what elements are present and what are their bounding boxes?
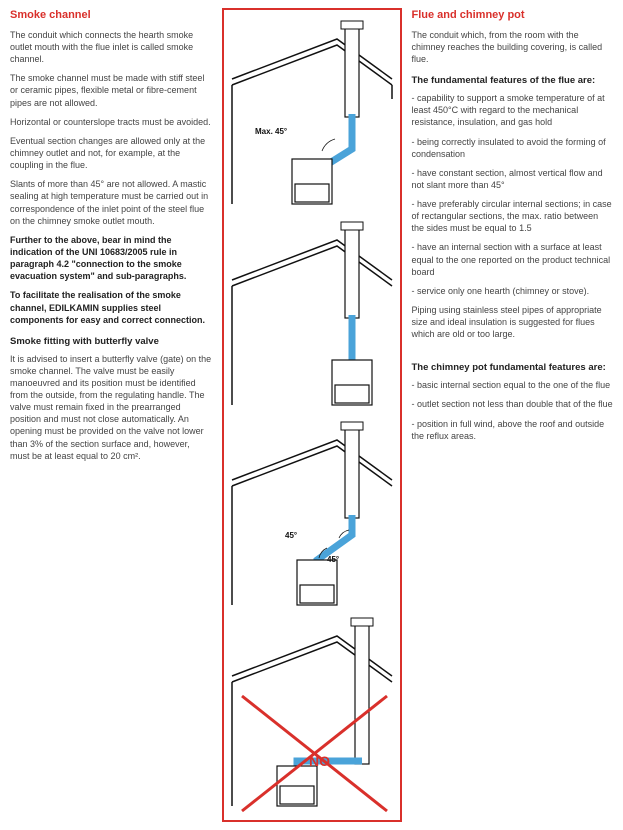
smoke-channel-p1: The conduit which connects the hearth sm…: [10, 29, 212, 65]
smoke-channel-title: Smoke channel: [10, 8, 212, 23]
diagram-2: [224, 215, 400, 416]
flue-f1: - capability to support a smoke temperat…: [412, 92, 614, 128]
flue-f4: - have preferably circular internal sect…: [412, 198, 614, 234]
flue-f5: - have an internal section with a surfac…: [412, 241, 614, 277]
diagram-3-label-b: 45°: [327, 555, 339, 564]
diagram-1-label: Max. 45°: [255, 127, 287, 136]
chimney-c3: - position in full wind, above the roof …: [412, 418, 614, 442]
smoke-channel-p7-bold: To facilitate the realisation of the smo…: [10, 289, 212, 325]
diagram-3-label-a: 45°: [285, 531, 297, 540]
butterfly-valve-title: Smoke fitting with butterfly valve: [10, 336, 212, 349]
flue-p2: Piping using stainless steel pipes of ap…: [412, 304, 614, 340]
diagram-4-no-label: NO: [309, 753, 330, 769]
flue-p1: The conduit which, from the room with th…: [412, 29, 614, 65]
smoke-channel-p3: Horizontal or counterslope tracts must b…: [10, 116, 212, 128]
right-column: Flue and chimney pot The conduit which, …: [412, 8, 614, 822]
flue-f2: - being correctly insulated to avoid the…: [412, 136, 614, 160]
smoke-channel-p5: Slants of more than 45° are not allowed.…: [10, 178, 212, 227]
diagram-column: Max. 45° 45° 45°: [222, 8, 402, 822]
chimney-c1: - basic internal section equal to the on…: [412, 379, 614, 391]
flue-f6: - service only one hearth (chimney or st…: [412, 285, 614, 297]
butterfly-valve-p1: It is advised to insert a butterfly valv…: [10, 353, 212, 462]
diagram-1: Max. 45°: [224, 14, 400, 215]
flue-title: Flue and chimney pot: [412, 8, 614, 23]
chimney-pot-title: The chimney pot fundamental features are…: [412, 362, 614, 375]
smoke-channel-p6-bold: Further to the above, bear in mind the i…: [10, 234, 212, 283]
diagram-4: NO: [224, 616, 400, 817]
smoke-channel-p2: The smoke channel must be made with stif…: [10, 72, 212, 108]
flue-f3: - have constant section, almost vertical…: [412, 167, 614, 191]
left-column: Smoke channel The conduit which connects…: [10, 8, 212, 822]
flue-features-title: The fundamental features of the flue are…: [412, 75, 614, 88]
chimney-c2: - outlet section not less than double th…: [412, 398, 614, 410]
diagram-3: 45° 45°: [224, 415, 400, 616]
smoke-channel-p4: Eventual section changes are allowed onl…: [10, 135, 212, 171]
